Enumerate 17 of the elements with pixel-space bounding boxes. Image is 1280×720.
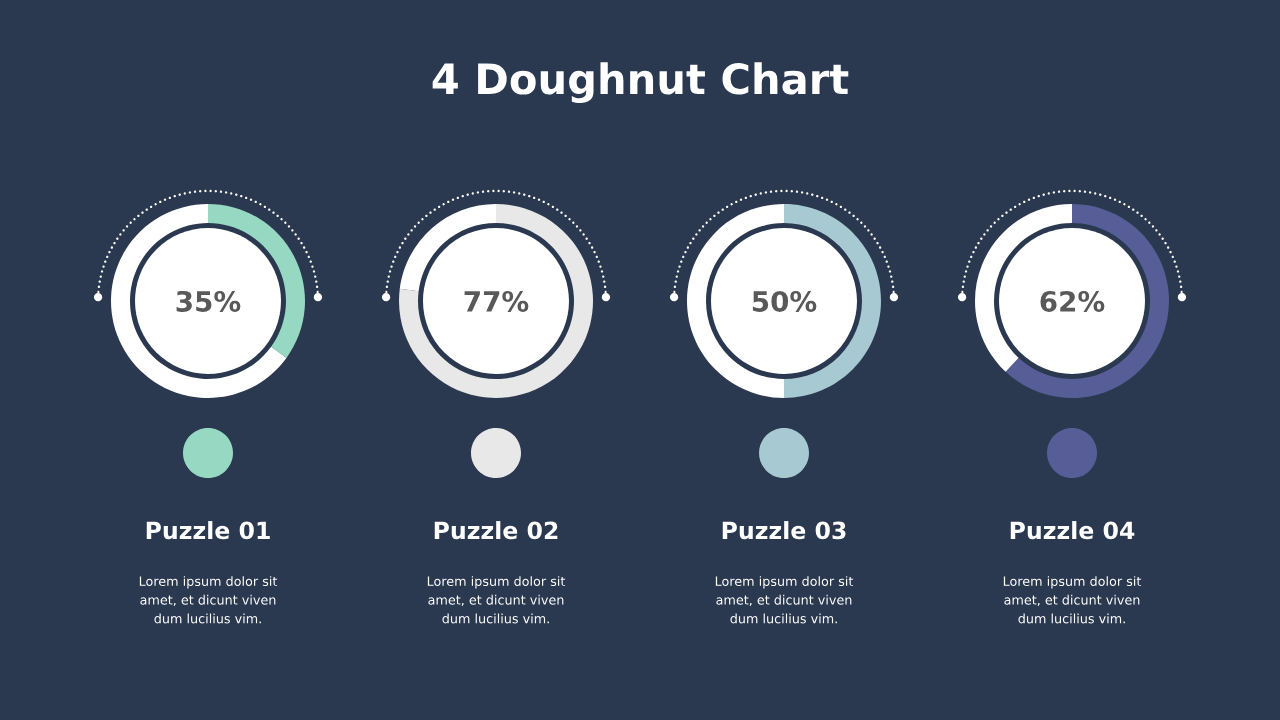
text: Puzzle 02	[434, 521, 558, 540]
text: Puzzle 03	[722, 521, 846, 540]
data-label: 35%	[176, 290, 241, 312]
text: Puzzle 04	[1010, 521, 1135, 540]
donut-slice	[399, 204, 496, 292]
text: Lorem ipsum dolor sit amet, et dicunt viven dum lucilius vim.	[715, 576, 854, 624]
text: Lorem ipsum dolor sit amet, et dicunt viven dum lucilius vim.	[1003, 576, 1142, 624]
text: Lorem ipsum dolor sit amet, et dicunt viven dum lucilius vim.	[427, 576, 566, 624]
text: Puzzle 01	[146, 521, 270, 540]
data-label: 62%	[1040, 290, 1105, 312]
data-label: 50%	[752, 290, 817, 312]
data-label: 77%	[464, 290, 529, 312]
text: Lorem ipsum dolor sit amet, et dicunt viven dum lucilius vim.	[139, 576, 278, 624]
donut-slice	[111, 204, 287, 398]
text: 4 Doughnut Chart	[432, 62, 849, 103]
donut-slice	[399, 204, 593, 398]
donut-slice	[1005, 204, 1169, 398]
